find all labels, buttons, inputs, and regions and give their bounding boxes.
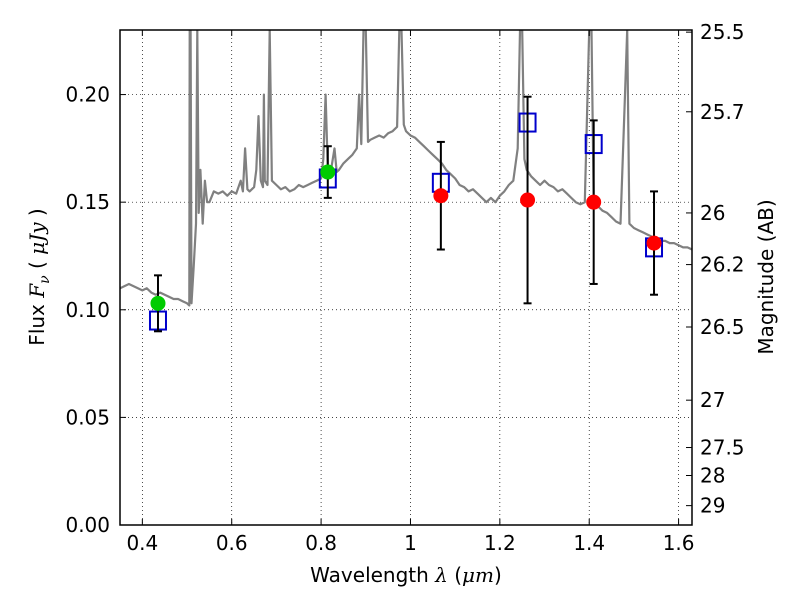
x-tick-label: 1.4 bbox=[573, 531, 605, 555]
spectrum-line bbox=[120, 30, 692, 307]
x-tick-label: 1 bbox=[404, 531, 417, 555]
y-tick-label: 0.05 bbox=[65, 405, 110, 429]
mag-tick-label: 26.2 bbox=[700, 253, 745, 277]
y-tick-label: 0.20 bbox=[65, 83, 110, 107]
ticks: 0.4 0.6 0.8 1 1.2 1.4 1.6 0.00 0.05 0.10 0.15 0.20 2… bbox=[65, 20, 744, 555]
observed-point bbox=[646, 235, 662, 251]
mag-tick-label: 27 bbox=[700, 388, 725, 412]
y-axis-label: Flux Fν ( μJy ) bbox=[25, 208, 53, 345]
x-axis-label: Wavelength λ (μm) bbox=[310, 563, 502, 587]
y-tick-label: 0.00 bbox=[65, 513, 110, 537]
mag-tick-label: 27.5 bbox=[700, 436, 745, 460]
grid bbox=[120, 30, 692, 526]
mag-tick-label: 26 bbox=[700, 201, 725, 225]
observed-point bbox=[586, 194, 602, 210]
mag-tick-label: 25.5 bbox=[700, 20, 745, 44]
observed-point bbox=[150, 295, 166, 311]
x-tick-label: 1.2 bbox=[484, 531, 516, 555]
mag-tick-label: 26.5 bbox=[700, 315, 745, 339]
y-tick-label: 0.10 bbox=[65, 298, 110, 322]
observed-point bbox=[520, 192, 536, 208]
observed-point bbox=[433, 188, 449, 204]
plot-frame bbox=[119, 29, 693, 526]
x-tick-label: 0.8 bbox=[305, 531, 337, 555]
mag-tick-label: 25.7 bbox=[700, 100, 745, 124]
x-tick-label: 0.4 bbox=[126, 531, 158, 555]
x-tick-label: 0.6 bbox=[216, 531, 248, 555]
y-tick-label: 0.15 bbox=[65, 190, 110, 214]
x-tick-label: 1.6 bbox=[663, 531, 695, 555]
observed-point bbox=[320, 164, 336, 180]
y2-axis-label: Magnitude (AB) bbox=[754, 199, 778, 354]
mag-tick-label: 28 bbox=[700, 464, 725, 488]
mag-tick-label: 29 bbox=[700, 494, 725, 518]
plot-area bbox=[120, 30, 692, 333]
